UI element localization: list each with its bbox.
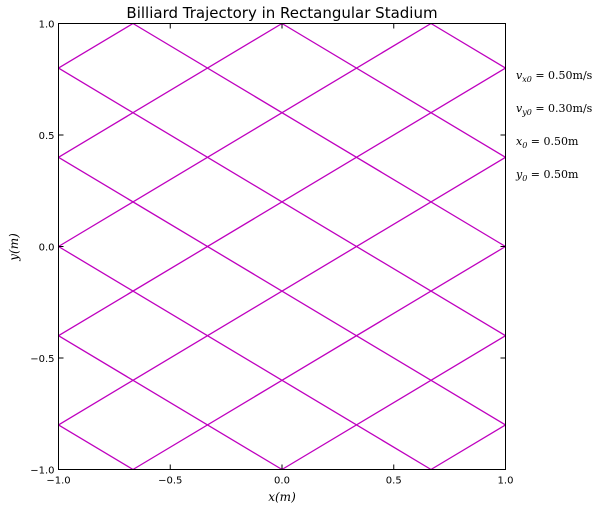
y-tick-label: 1.0 [39,20,55,31]
trajectory-segment-10 [58,245,432,471]
trajectory-segment-9 [58,335,283,471]
x-tick-label: 1.0 [498,476,514,487]
trajectory-segment-13 [132,22,506,248]
trajectory-segment-11 [58,156,506,426]
annotation-0: vx0 = 0.50m/s [516,69,593,84]
annotation-2: x0 = 0.50m [516,135,579,150]
annotation-1: vy0 = 0.30m/s [516,102,593,117]
trajectory-lines [58,22,506,471]
y-tick-label: 0.5 [39,131,55,142]
x-tick-label: −1.0 [46,476,70,487]
trajectory-segment-5 [132,245,506,471]
y-tick-label: −1.0 [30,466,54,477]
trajectory-segment-14 [281,22,506,158]
trajectory-segment-7 [430,424,506,471]
y-tick-label: −0.5 [30,354,54,365]
x-tick-label: −0.5 [158,476,182,487]
annotation-3: y0 = 0.50m [515,168,579,183]
axis-ticks: −1.0 −0.5 0.0 0.5 1.0 −1.0 −0.5 0.0 0.5 1.0 [30,20,513,487]
trajectory-segment-15 [430,22,506,69]
chart-title: Billiard Trajectory in Rectangular Stadi… [126,4,437,22]
y-tick-label: 0.0 [39,243,55,254]
trajectory-segment-1 [58,22,283,158]
x-axis-label: x(m) [268,490,296,504]
plot-frame [58,23,506,470]
x-tick-label: 0.5 [386,476,402,487]
trajectory-segment-8 [58,424,134,471]
trajectory-segment-12 [58,67,506,337]
x-tick-label: 0.0 [274,476,290,487]
trajectory-segment-6 [281,335,506,471]
y-axis-label: y(m) [7,233,21,262]
trajectory-segment-2 [58,22,432,248]
parameter-annotations: vx0 = 0.50m/s vy0 = 0.30m/s x0 = 0.50m y0 =… [515,69,593,183]
trajectory-segment-0 [58,22,134,69]
